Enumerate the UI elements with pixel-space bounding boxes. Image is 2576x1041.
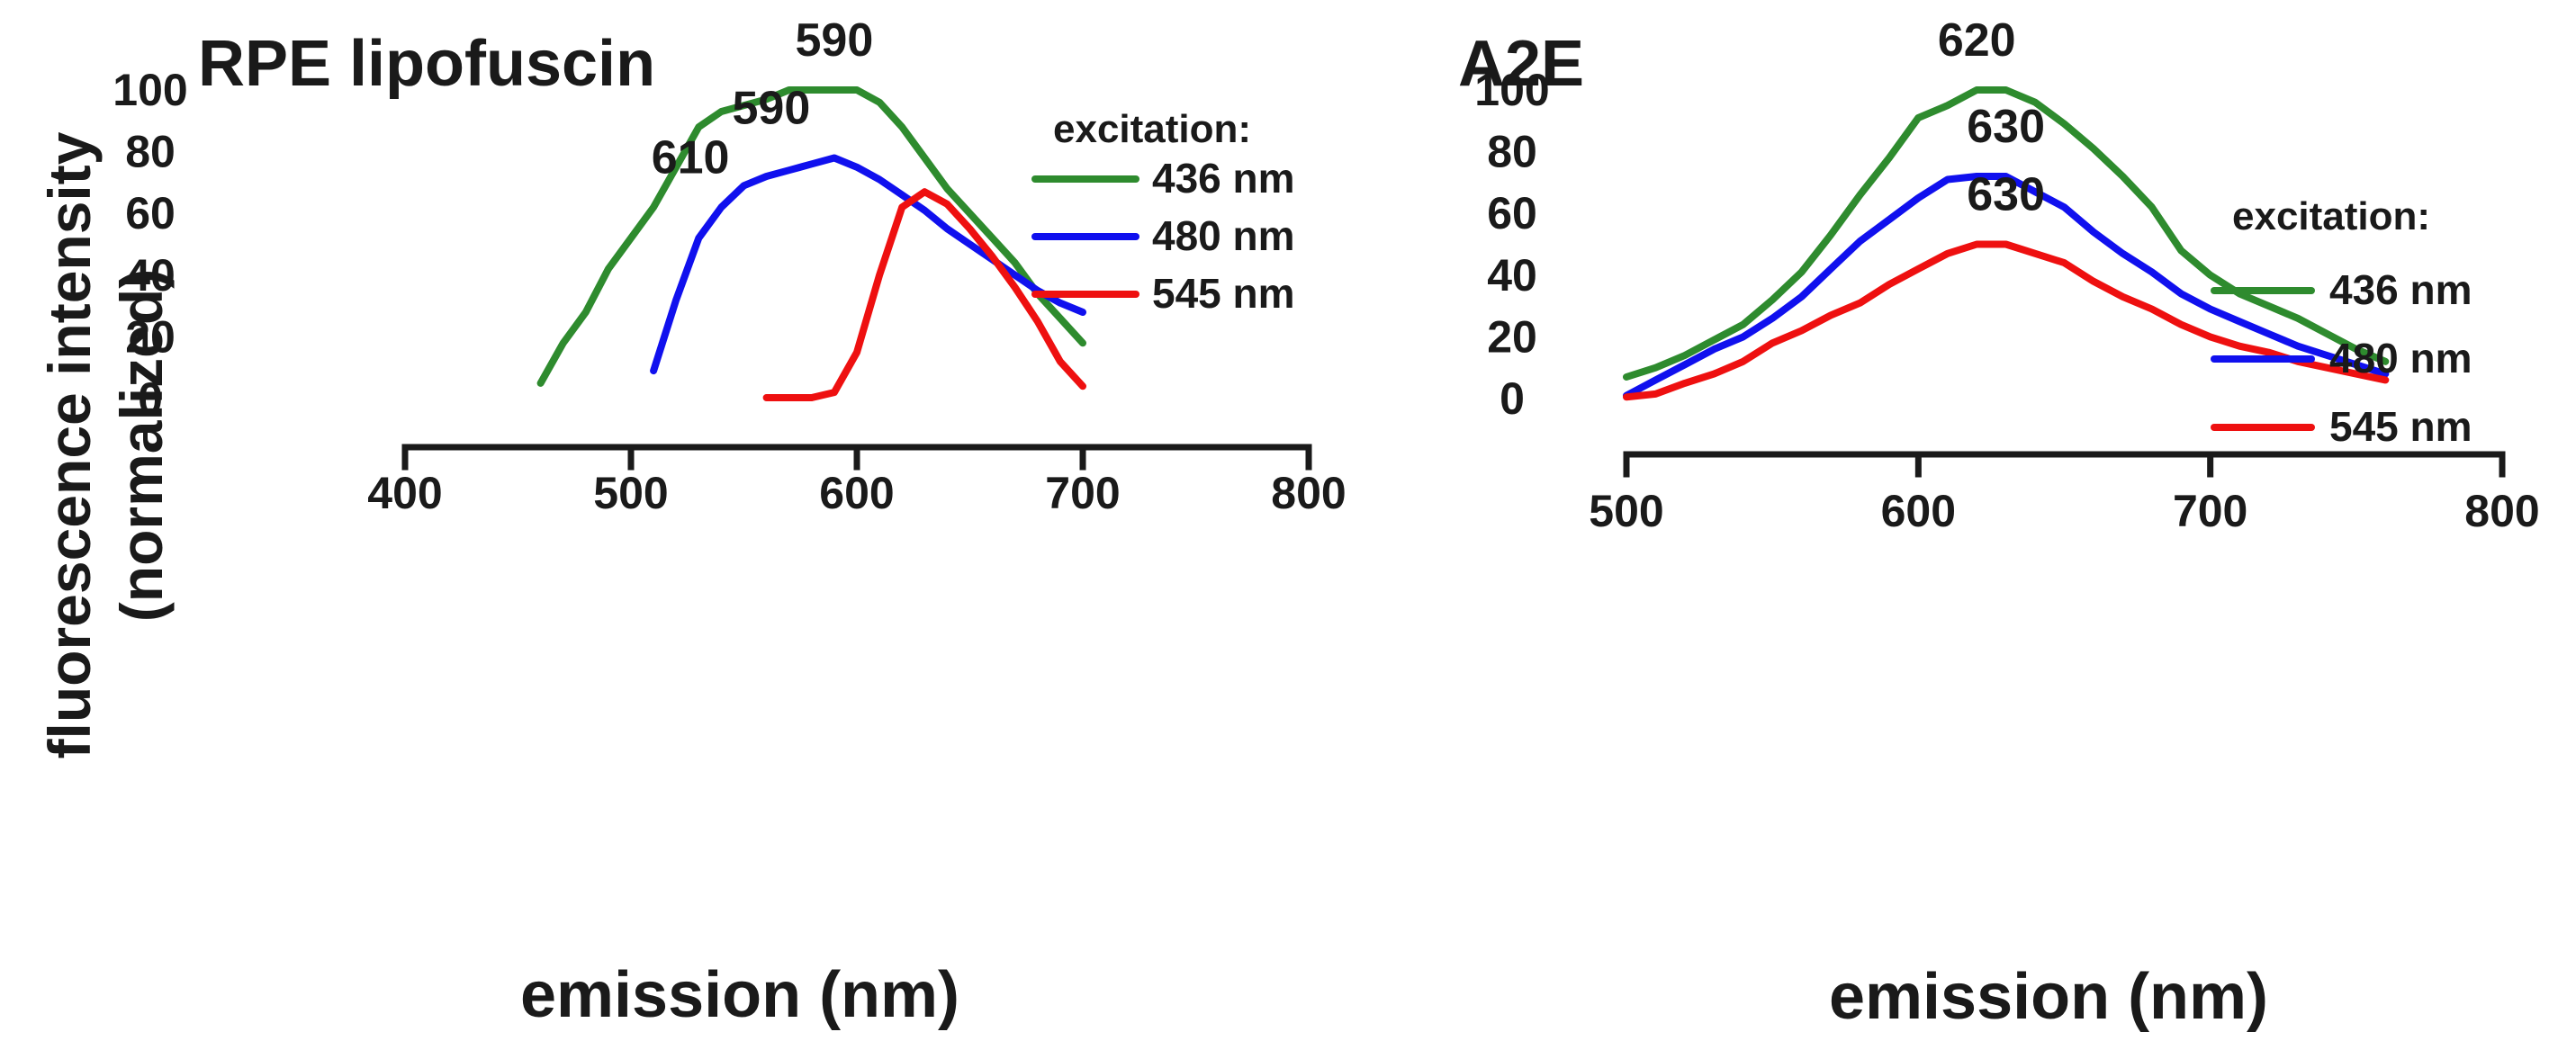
peak-annotation: 630 <box>1967 101 2045 153</box>
y-tick-label: 100 <box>1474 65 1549 115</box>
series-line-545-nm <box>762 188 1086 401</box>
peak-annotation: 630 <box>1967 169 2045 221</box>
axes-layer: 0 20 40 60 80 100 400 500 600 700 800 <box>113 65 1346 518</box>
chart-panel-rpe-lipofuscin: RPE lipofuscin 0 20 40 60 80 100 400 500 600 700 8… <box>113 14 1346 1031</box>
legend-title: excitation: <box>2232 194 2430 238</box>
series-line-545-nm <box>1623 240 2390 401</box>
peak-annotation: 620 <box>1938 14 2016 67</box>
chart-panel-a2e: A2E 0 20 40 60 80 100 500 600 700 800 620 630 630 e… <box>1458 14 2540 1033</box>
y-tick-label: 40 <box>1487 250 1537 301</box>
y-tick-label: 80 <box>1487 127 1537 177</box>
x-tick-label: 600 <box>819 468 894 518</box>
series-line-480-nm <box>650 154 1086 375</box>
series-line-436-nm <box>1623 86 2390 381</box>
legend: excitation:436 nm 480 nm 545 nm <box>1031 107 1295 317</box>
y-tick-label: 40 <box>125 250 176 301</box>
series-line-480-nm <box>1623 173 2390 399</box>
y-tick-label: 60 <box>125 188 176 238</box>
chart-title: RPE lipofuscin <box>198 28 655 100</box>
y-tick-label: 20 <box>125 311 176 362</box>
x-axis-label: emission (nm) <box>520 959 959 1031</box>
legend-label: 436 nm <box>2329 266 2472 313</box>
peak-annotation: 590 <box>733 82 811 134</box>
series-line-436-nm <box>536 86 1086 387</box>
peak-annotation: 590 <box>796 14 874 67</box>
peak-annotation: 610 <box>652 131 730 184</box>
y-tick-label: 100 <box>113 65 187 115</box>
x-tick-label: 700 <box>2173 486 2247 536</box>
y-tick-label: 0 <box>1500 373 1525 424</box>
y-tick-label: 60 <box>1487 188 1537 238</box>
series-layer <box>536 86 1086 401</box>
x-tick-label: 400 <box>367 468 442 518</box>
x-tick-label: 800 <box>1271 468 1346 518</box>
axes-layer: 0 20 40 60 80 100 500 600 700 800 <box>1474 65 2539 536</box>
y-tick-label: 0 <box>138 373 163 424</box>
legend-label: 436 nm <box>1152 155 1295 202</box>
x-tick-label: 500 <box>1589 486 1663 536</box>
legend: excitation: 436 nm 480 nm 545 nm <box>2211 194 2472 450</box>
legend-label: 545 nm <box>1152 270 1295 317</box>
y-axis-label-line-2: (normalized) <box>108 269 175 622</box>
y-tick-label: 80 <box>125 127 176 177</box>
legend-label: 480 nm <box>1152 212 1295 259</box>
annotation-layer: 620 630 630 <box>1938 14 2045 221</box>
x-tick-label: 600 <box>1881 486 1956 536</box>
x-tick-label: 700 <box>1045 468 1120 518</box>
y-tick-label: 20 <box>1487 311 1537 362</box>
legend-label: 480 nm <box>2329 335 2472 381</box>
x-axis-label: emission (nm) <box>1829 961 2268 1033</box>
chart-title: A2E <box>1458 28 1584 100</box>
legend-label: 545 nm <box>2329 403 2472 450</box>
legend-title: excitation: <box>1053 107 1251 151</box>
x-tick-label: 800 <box>2464 486 2539 536</box>
y-axis-label-line-1: fluorescence intensity <box>36 131 103 758</box>
x-tick-label: 500 <box>593 468 668 518</box>
series-layer <box>1623 86 2390 401</box>
